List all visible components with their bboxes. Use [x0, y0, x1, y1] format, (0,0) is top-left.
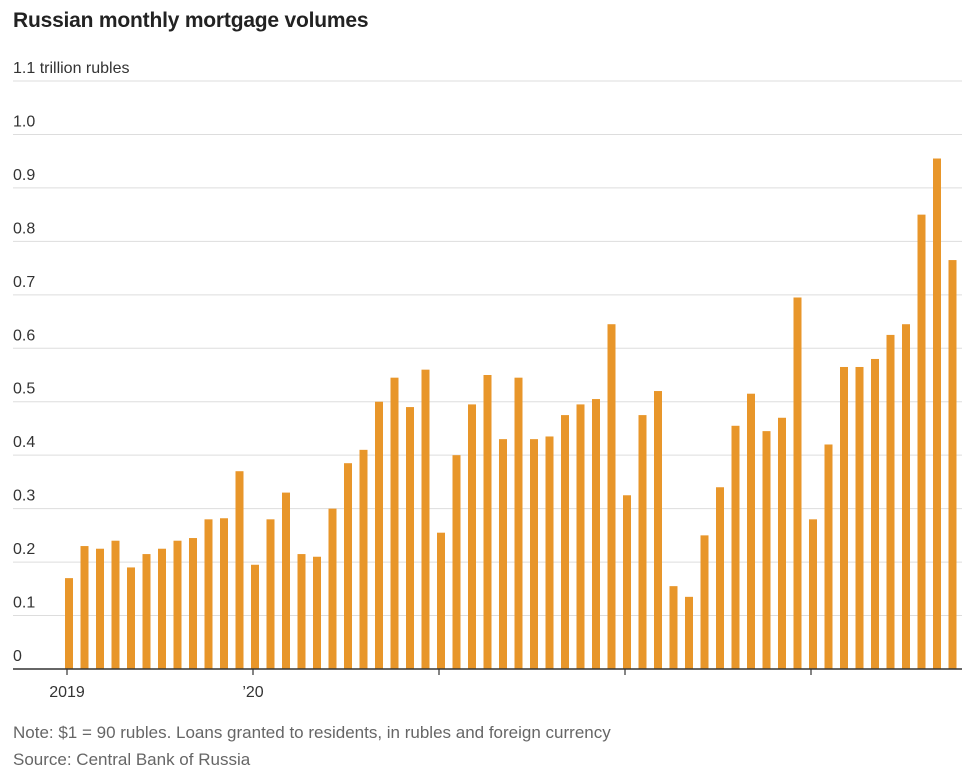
bar	[328, 508, 337, 669]
bar	[65, 578, 73, 669]
bar	[142, 554, 151, 669]
bar	[468, 404, 476, 669]
y-tick-label: 0.9	[13, 167, 35, 184]
bar	[778, 417, 786, 669]
bar	[80, 546, 89, 669]
bar	[762, 431, 771, 669]
bar	[592, 399, 600, 669]
x-axis: 2019 ’20	[13, 668, 962, 701]
y-tick-label: 0.4	[13, 434, 35, 451]
y-tick-label: 0	[13, 648, 22, 665]
bar	[111, 540, 120, 669]
chart-source: Source: Central Bank of Russia	[13, 750, 251, 769]
bar	[716, 487, 724, 669]
y-tick-label: 0.5	[13, 381, 35, 398]
y-tick-label: 0.8	[13, 220, 35, 237]
x-tick-label: ’20	[242, 684, 263, 701]
bar	[173, 540, 182, 669]
bar	[809, 519, 817, 669]
bar	[933, 158, 941, 669]
bar	[359, 449, 368, 669]
bar	[917, 214, 926, 670]
bar	[375, 401, 383, 669]
chart-title: Russian monthly mortgage volumes	[13, 9, 369, 32]
bar	[313, 556, 321, 669]
y-tick-label: 0.1	[13, 595, 35, 612]
bar	[514, 377, 523, 669]
bar	[824, 444, 833, 669]
bar	[855, 366, 864, 669]
chart-note: Note: $1 = 90 rubles. Loans granted to r…	[13, 723, 611, 742]
bar	[204, 519, 213, 669]
bar	[685, 596, 693, 669]
bar	[499, 439, 507, 669]
bar	[189, 538, 197, 669]
bar	[576, 404, 585, 669]
bar	[902, 324, 910, 669]
bar	[235, 471, 244, 669]
bar	[421, 369, 430, 669]
bar	[561, 415, 569, 669]
bar	[623, 495, 631, 669]
bar	[747, 393, 755, 669]
bar	[545, 436, 554, 669]
bar	[483, 375, 492, 669]
bar	[638, 415, 647, 669]
bar	[840, 366, 848, 669]
y-tick-label: 0.3	[13, 488, 35, 505]
bar	[390, 377, 399, 669]
bar	[344, 463, 352, 669]
y-tick-label: 0.6	[13, 327, 35, 344]
bar	[127, 567, 135, 669]
bar	[607, 324, 616, 669]
bar	[437, 532, 445, 669]
bar	[297, 554, 306, 669]
bar	[406, 407, 414, 669]
bar	[158, 548, 166, 669]
bar	[530, 439, 538, 669]
bar	[948, 260, 957, 669]
y-tick-label: 1.1 trillion rubles	[13, 60, 130, 77]
bar	[96, 548, 104, 669]
y-tick-label: 0.2	[13, 541, 35, 558]
bar	[871, 358, 879, 669]
bar	[220, 518, 228, 669]
bar	[700, 535, 709, 669]
bars	[65, 158, 957, 670]
y-tick-labels: 0 0.1 0.2 0.3 0.4 0.5 0.6 0.7 0.8 0.9 1.0 1.1 trill…	[13, 60, 130, 665]
bar	[452, 455, 461, 669]
bar	[731, 425, 740, 669]
x-tick-label: 2019	[49, 684, 85, 701]
bar	[251, 564, 259, 669]
bar	[793, 297, 802, 669]
y-tick-label: 1.0	[13, 113, 35, 130]
bar	[654, 391, 662, 669]
bar	[282, 492, 290, 669]
y-tick-label: 0.7	[13, 274, 35, 291]
bar	[266, 519, 275, 669]
bar	[669, 586, 678, 669]
bar	[886, 334, 895, 669]
